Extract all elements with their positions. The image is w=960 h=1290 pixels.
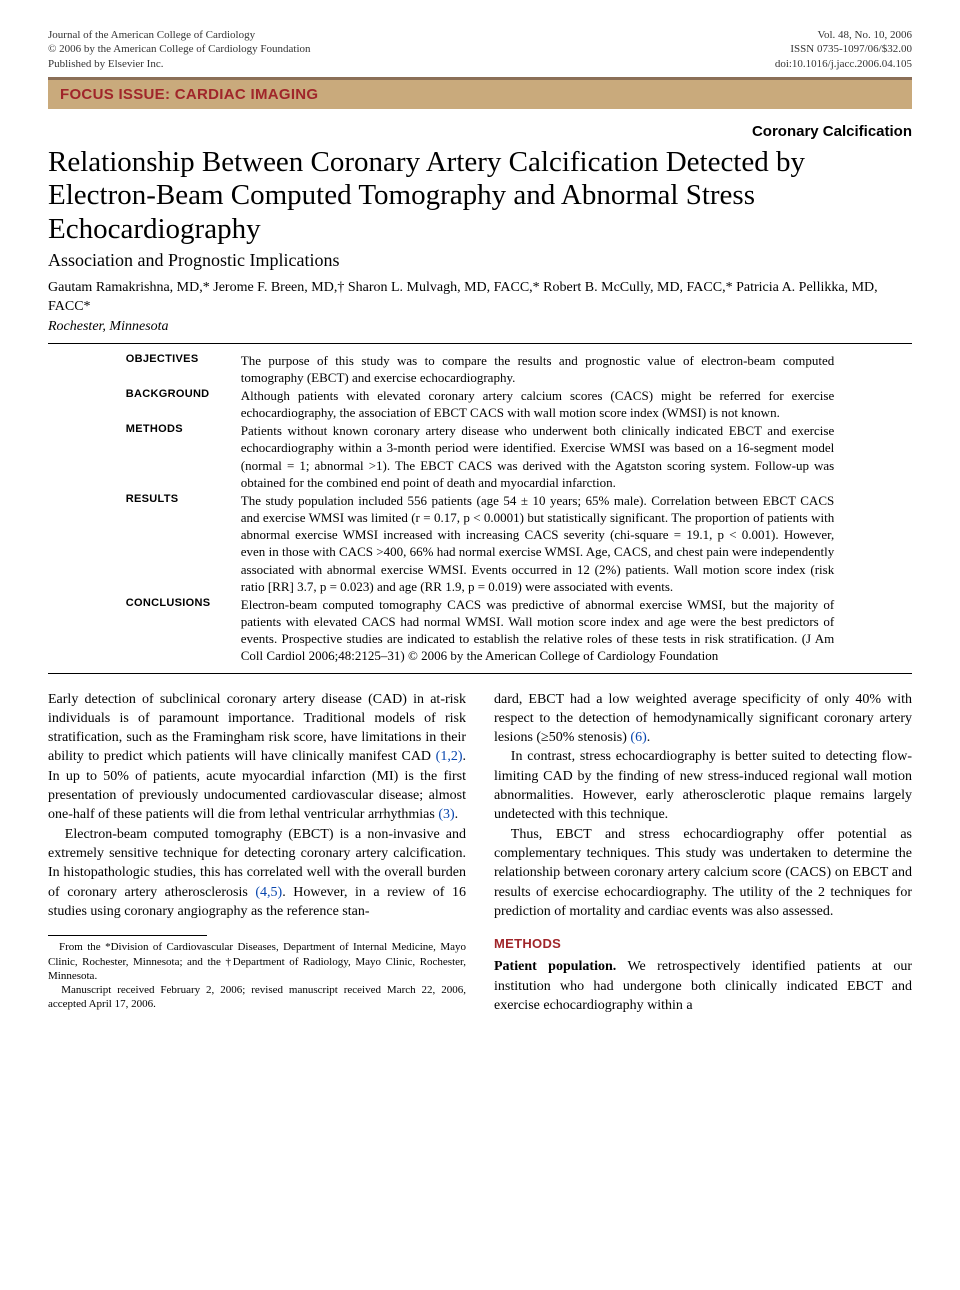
abstract-methods: METHODS Patients without known coronary … (126, 422, 834, 491)
body-p3-seg-a: dard, EBCT had a low weighted average sp… (494, 692, 912, 746)
abstract-text-objectives: The purpose of this study was to compare… (241, 352, 834, 386)
journal-name: Journal of the American College of Cardi… (48, 28, 311, 42)
abstract-label-background: BACKGROUND (126, 387, 241, 421)
ref-link-1-2[interactable]: (1,2) (436, 749, 463, 764)
methods-heading: METHODS (494, 935, 912, 953)
body-p3: dard, EBCT had a low weighted average sp… (494, 690, 912, 748)
footnote-dates: Manuscript received February 2, 2006; re… (48, 983, 466, 1012)
abstract-text-background: Although patients with elevated coronary… (241, 387, 834, 421)
footnote-block: From the *Division of Cardiovascular Dis… (48, 940, 466, 1011)
abstract-background: BACKGROUND Although patients with elevat… (126, 387, 834, 421)
abstract-label-methods: METHODS (126, 422, 241, 491)
abstract-label-conclusions: CONCLUSIONS (126, 596, 241, 665)
body-p5: Thus, EBCT and stress echocardiography o… (494, 825, 912, 922)
page: Journal of the American College of Cardi… (0, 0, 960, 1055)
body-p1-seg-a: Early detection of subclinical coronary … (48, 692, 466, 765)
body-columns: Early detection of subclinical coronary … (48, 690, 912, 1016)
article-title: Relationship Between Coronary Artery Cal… (48, 146, 912, 246)
journal-meta-left: Journal of the American College of Cardi… (48, 28, 311, 71)
volume-issue: Vol. 48, No. 10, 2006 (775, 28, 912, 42)
body-p1-seg-c: . (455, 807, 459, 822)
journal-meta-right: Vol. 48, No. 10, 2006 ISSN 0735-1097/06/… (775, 28, 912, 71)
methods-p1: Patient population. We retrospectively i… (494, 957, 912, 1015)
ref-link-6[interactable]: (6) (630, 730, 646, 745)
abstract-label-results: RESULTS (126, 492, 241, 595)
footnote-affiliations: From the *Division of Cardiovascular Dis… (48, 940, 466, 983)
article-subtitle: Association and Prognostic Implications (48, 250, 912, 271)
issn-line: ISSN 0735-1097/06/$32.00 (775, 42, 912, 56)
body-p2: Electron-beam computed tomography (EBCT)… (48, 825, 466, 922)
abstract-results: RESULTS The study population included 55… (126, 492, 834, 595)
abstract-text-results: The study population included 556 patien… (241, 492, 834, 595)
abstract-text-conclusions: Electron-beam computed tomography CACS w… (241, 596, 834, 665)
doi-line: doi:10.1016/j.jacc.2006.04.105 (775, 57, 912, 71)
footnote-separator (48, 935, 207, 936)
section-label: Coronary Calcification (48, 123, 912, 140)
publisher-line: Published by Elsevier Inc. (48, 57, 311, 71)
abstract-text-methods: Patients without known coronary artery d… (241, 422, 834, 491)
column-right: dard, EBCT had a low weighted average sp… (494, 690, 912, 1016)
abstract-block: OBJECTIVES The purpose of this study was… (126, 352, 834, 665)
abstract-label-objectives: OBJECTIVES (126, 352, 241, 386)
rule-below-abstract (48, 673, 912, 674)
page-header-meta: Journal of the American College of Cardi… (48, 28, 912, 71)
column-left: Early detection of subclinical coronary … (48, 690, 466, 1016)
body-p3-seg-b: . (647, 730, 651, 745)
abstract-objectives: OBJECTIVES The purpose of this study was… (126, 352, 834, 386)
ref-link-3[interactable]: (3) (438, 807, 454, 822)
methods-runon-label: Patient population. (494, 959, 616, 974)
copyright-line: © 2006 by the American College of Cardio… (48, 42, 311, 56)
author-list: Gautam Ramakrishna, MD,* Jerome F. Breen… (48, 279, 912, 317)
abstract-conclusions: CONCLUSIONS Electron-beam computed tomog… (126, 596, 834, 665)
rule-above-abstract (48, 343, 912, 344)
body-p1: Early detection of subclinical coronary … (48, 690, 466, 825)
focus-issue-band: FOCUS ISSUE: CARDIAC IMAGING (48, 80, 912, 109)
ref-link-4-5[interactable]: (4,5) (255, 885, 282, 900)
body-p4: In contrast, stress echocardiography is … (494, 747, 912, 824)
author-location: Rochester, Minnesota (48, 319, 912, 335)
